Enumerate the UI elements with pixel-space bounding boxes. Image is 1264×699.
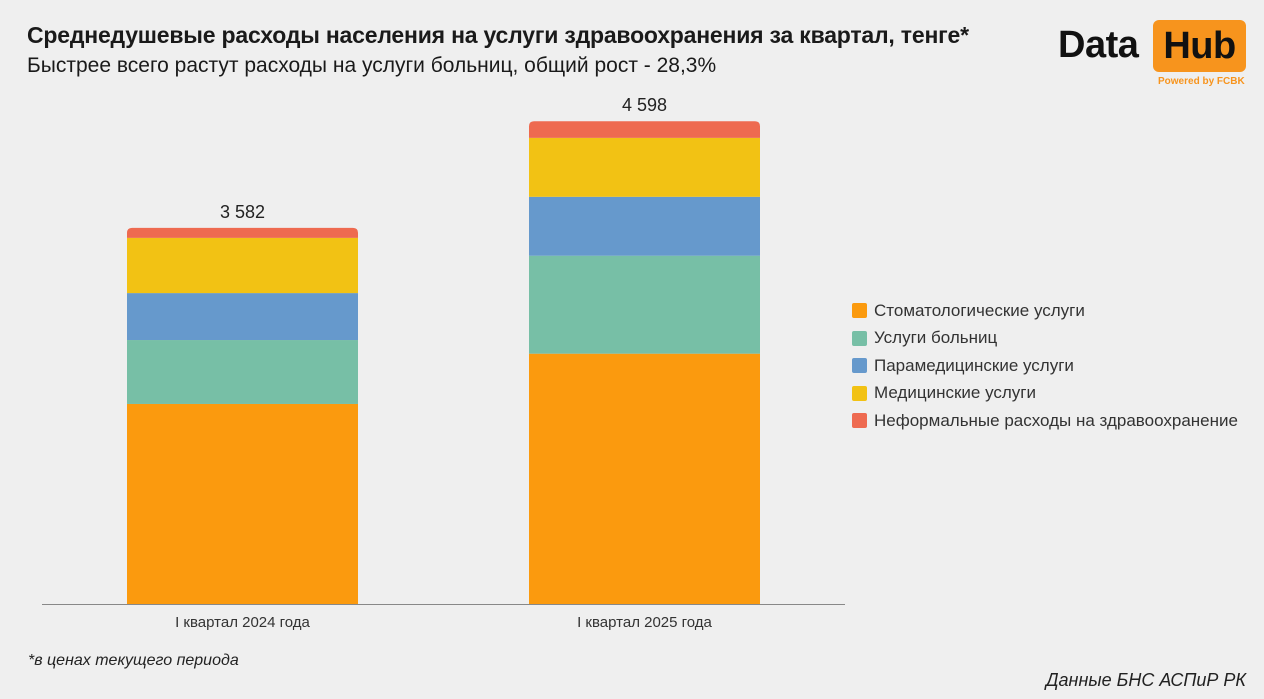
chart-subtitle: Быстрее всего растут расходы на услуги б… [27, 54, 717, 77]
legend-label: Стоматологические услуги [874, 300, 1085, 320]
logo-word-data: Data [1058, 24, 1139, 66]
x-tick-label: I квартал 2025 года [577, 614, 712, 631]
bar-segment [529, 353, 760, 604]
bar-segment [127, 340, 358, 404]
bar-segment [127, 227, 358, 238]
bar-segment [127, 403, 358, 604]
legend-item: Медицинские услуги [852, 380, 1238, 408]
legend-swatch [852, 303, 867, 319]
legend-swatch [852, 385, 867, 401]
bar-segment [127, 293, 358, 341]
logo-word-hub: Hub [1153, 20, 1246, 72]
bar-segment [529, 137, 760, 197]
legend-swatch [852, 413, 867, 429]
bar-segment [529, 196, 760, 256]
stacked-bar-chart: 3 582 I квартал 2024 года 4 598 I квартал 2… [42, 95, 845, 631]
footnote: *в ценах текущего периода [28, 652, 239, 669]
logo-tagline: Powered by FCBK [1158, 76, 1245, 87]
bar-total-label: 3 582 [220, 202, 265, 222]
x-tick-label: I квартал 2024 года [175, 614, 310, 631]
legend-item: Неформальные расходы на здравоохранение [852, 407, 1238, 435]
bar-total-label: 4 598 [622, 95, 667, 115]
bar-segment [529, 121, 760, 138]
legend-item: Стоматологические услуги [852, 297, 1238, 325]
legend-label: Услуги больниц [874, 328, 998, 348]
legend-item: Услуги больниц [852, 325, 1238, 353]
legend-item: Парамедицинские услуги [852, 352, 1238, 380]
legend-swatch [852, 330, 867, 346]
legend-label: Неформальные расходы на здравоохранение [874, 410, 1238, 430]
data-source: Данные БНС АСПиР РК [1045, 670, 1246, 690]
bar-segment [529, 255, 760, 354]
legend-label: Парамедицинские услуги [874, 355, 1074, 375]
datahub-logo: Data Hub Powered by FCBK [1058, 20, 1248, 90]
legend-swatch [852, 358, 867, 374]
chart-legend: Стоматологические услуги Услуги больниц Па… [852, 297, 1238, 435]
chart-title: Среднедушевые расходы населения на услуг… [27, 22, 969, 48]
bar-segment [127, 237, 358, 294]
legend-label: Медицинские услуги [874, 383, 1037, 403]
